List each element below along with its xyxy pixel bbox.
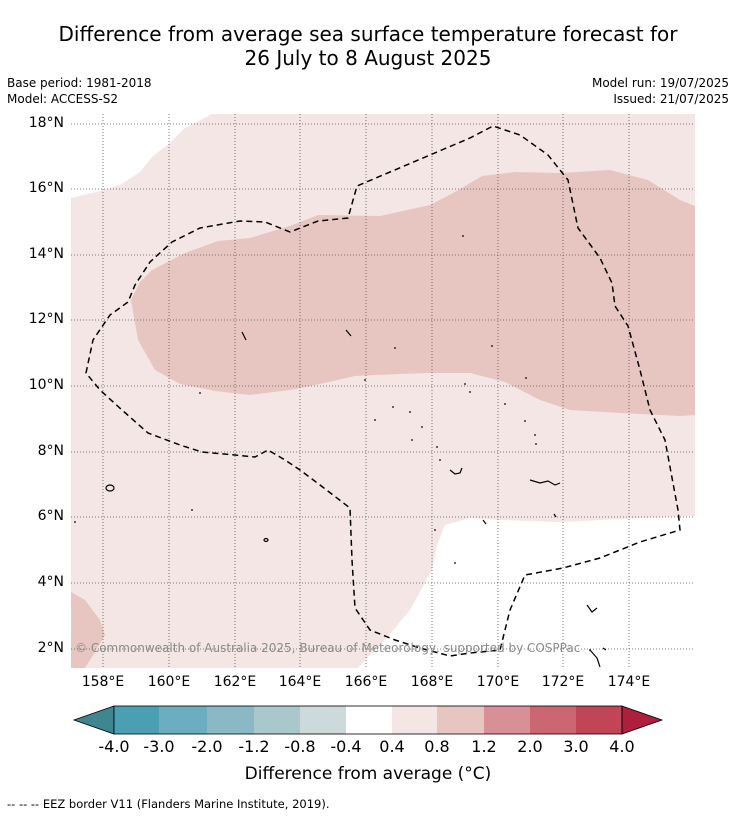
colorbar-tick-label: 0.4 [379,737,405,756]
lon-label: 158°E [81,674,125,690]
anomaly-region-medium [131,170,695,416]
colorbar-tick-label: -0.8 [284,737,316,756]
colorbar-over-arrow [621,705,664,735]
colorbar-tick-label: -3.0 [143,737,175,756]
lat-label: 12°N [28,311,64,327]
lat-label: 4°N [37,574,64,590]
colorbar-bin [159,706,207,734]
colorbar-bin [346,706,392,734]
colorbar-title: Difference from average (°C) [244,764,492,784]
lon-label: 166°E [344,674,388,690]
colorbar-tick-label: 0.8 [424,737,450,756]
atoll-dots [74,235,591,651]
colorbar-bin [300,706,346,734]
colorbar-tick-label: 2.0 [517,737,543,756]
colorbar-bin [484,706,530,734]
lat-label: 10°N [28,377,64,393]
meta-right: Model run: 19/07/2025 Issued: 21/07/2025 [592,75,729,107]
lat-label: 8°N [37,443,64,459]
lat-label: 16°N [28,180,64,196]
colorbar-bin [437,706,484,734]
colorbar-tick-label: 3.0 [563,737,589,756]
title-line1: Difference from average sea surface temp… [58,22,678,46]
lon-label: 160°E [147,674,191,690]
lat-label: 14°N [28,246,64,262]
colorbar-tick-label: -2.0 [191,737,223,756]
anomaly-region-medium-sw [71,592,105,668]
copyright-notice: © Commonwealth of Australia 2025, Bureau… [75,641,581,655]
eez-legend: -- -- -- EEZ border V11 (Flanders Marine… [7,797,330,811]
colorbar-tick-label: -0.4 [330,737,362,756]
base-period: Base period: 1981-2018 [7,76,152,90]
lon-label: 170°E [476,674,520,690]
model-run: Model run: 19/07/2025 [591,76,729,90]
lat-gridlines [71,123,695,650]
eez-border [85,125,681,657]
colorbar-bin [530,706,576,734]
colorbar [72,705,664,735]
lon-label: 172°E [541,674,585,690]
colorbar-bin [114,706,159,734]
colorbar-tick-label: 4.0 [609,737,635,756]
model-name: Model: ACCESS-S2 [7,92,119,106]
map-title: Difference from average sea surface temp… [0,22,736,70]
colorbar-bin [254,706,300,734]
lat-label: 2°N [37,640,64,656]
colorbar-bin [207,706,254,734]
title-line2: 26 July to 8 August 2025 [244,46,492,70]
colorbar-tick-label: -1.2 [238,737,270,756]
colorbar-bin [392,706,437,734]
island-outlines [105,329,607,668]
lon-label: 164°E [278,674,322,690]
colorbar-bin [576,706,622,734]
lat-label: 18°N [28,115,64,131]
meta-left: Base period: 1981-2018 Model: ACCESS-S2 [7,75,152,107]
lon-label: 168°E [410,674,454,690]
lon-label: 162°E [213,674,257,690]
lon-label: 174°E [607,674,651,690]
colorbar-under-arrow [72,705,115,735]
colorbar-tick-label: -4.0 [98,737,130,756]
issued-date: Issued: 21/07/2025 [613,92,729,106]
lat-label: 6°N [37,508,64,524]
lon-gridlines [102,114,630,668]
colorbar-tick-label: 1.2 [471,737,497,756]
